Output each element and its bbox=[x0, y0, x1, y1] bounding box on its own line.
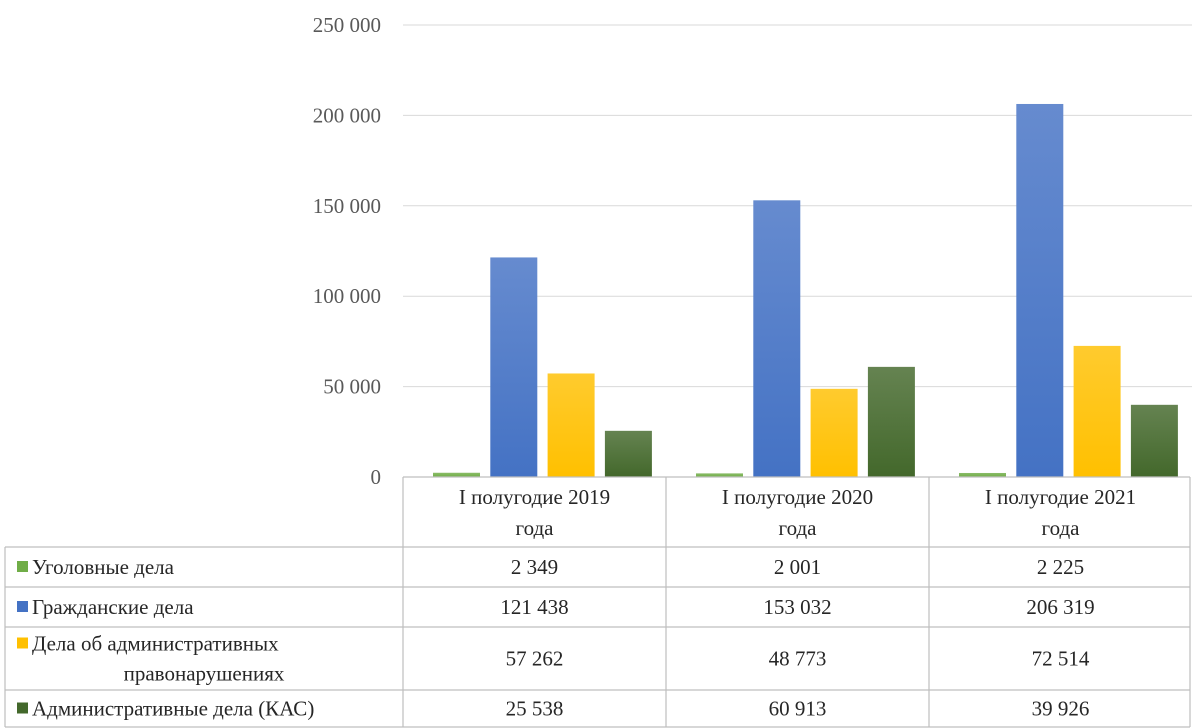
bar bbox=[433, 472, 480, 477]
category-label: года bbox=[516, 516, 555, 540]
category-label: I полугодие 2019 bbox=[459, 485, 610, 509]
bar bbox=[753, 200, 801, 477]
y-tick-label: 100 000 bbox=[313, 284, 381, 308]
legend-key bbox=[17, 637, 28, 649]
bar bbox=[547, 373, 595, 477]
data-table: I полугодие 2019 года I полугодие 2020 года… bbox=[4, 476, 1191, 728]
bar bbox=[1016, 103, 1064, 477]
data-label: 60 913 bbox=[769, 697, 827, 721]
series-label: Гражданские дела bbox=[32, 595, 194, 619]
y-axis-ticks: 0 50 000 100 000 150 000 200 000 250 000 bbox=[313, 13, 381, 489]
data-label: 206 319 bbox=[1026, 595, 1094, 619]
legend-key bbox=[17, 561, 28, 572]
category-label: I полугодие 2020 bbox=[722, 485, 873, 509]
data-label: 72 514 bbox=[1032, 647, 1090, 671]
y-tick-label: 150 000 bbox=[313, 194, 381, 218]
bar bbox=[1073, 345, 1121, 477]
bar bbox=[959, 472, 1006, 477]
bar bbox=[490, 257, 538, 477]
bar bbox=[867, 366, 915, 477]
bar bbox=[1130, 404, 1178, 477]
series-label: Дела об административных bbox=[32, 632, 279, 656]
category-label: I полугодие 2021 bbox=[985, 485, 1136, 509]
y-tick-label: 250 000 bbox=[313, 13, 381, 37]
y-tick-label: 200 000 bbox=[313, 103, 381, 127]
series-label: правонарушениях bbox=[124, 662, 285, 686]
category-label: года bbox=[779, 516, 818, 540]
y-tick-label: 0 bbox=[371, 465, 382, 489]
data-label: 2 001 bbox=[774, 555, 821, 579]
data-label: 39 926 bbox=[1032, 697, 1090, 721]
bar bbox=[696, 473, 743, 477]
y-tick-label: 50 000 bbox=[323, 375, 381, 399]
data-label: 153 032 bbox=[763, 595, 831, 619]
data-label: 25 538 bbox=[506, 697, 564, 721]
series-label: Уголовные дела bbox=[32, 555, 175, 579]
series-label: Административные дела (КАС) bbox=[32, 697, 314, 721]
data-label: 57 262 bbox=[506, 647, 564, 671]
bar bbox=[810, 388, 858, 477]
category-label: года bbox=[1042, 516, 1081, 540]
data-label: 121 438 bbox=[500, 595, 568, 619]
data-label: 2 349 bbox=[511, 555, 558, 579]
data-label: 48 773 bbox=[769, 647, 827, 671]
legend-key bbox=[17, 702, 28, 714]
data-label: 2 225 bbox=[1037, 555, 1084, 579]
bar bbox=[604, 430, 652, 477]
bars bbox=[433, 103, 1178, 477]
legend-key bbox=[17, 601, 28, 612]
